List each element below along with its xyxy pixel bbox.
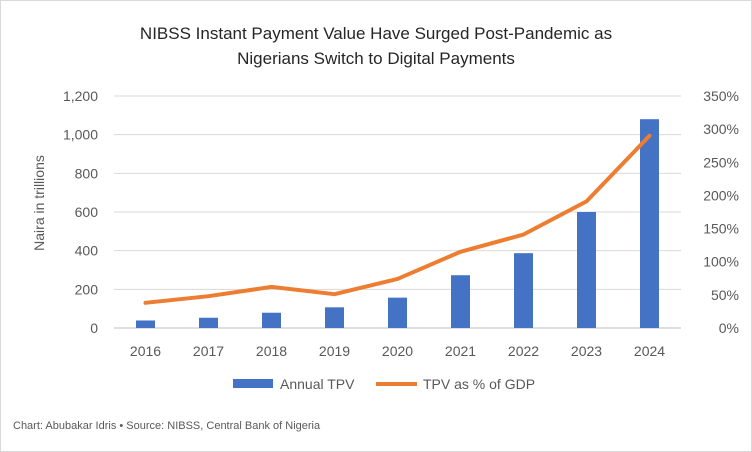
y-tick-label: 800 — [75, 165, 99, 181]
bar-annual-tpv-2016 — [136, 320, 155, 328]
y-tick-label: 600 — [75, 204, 99, 220]
legend-label-tpv-gdp: TPV as % of GDP — [423, 376, 535, 392]
x-tick-label: 2018 — [256, 343, 287, 359]
bar-annual-tpv-2018 — [262, 312, 281, 328]
chart-title-line-1: NIBSS Instant Payment Value Have Surged … — [140, 24, 612, 43]
point-tpv-gdp-2023 — [585, 199, 588, 203]
bar-series — [136, 119, 659, 328]
bar-annual-tpv-2017 — [199, 317, 218, 328]
y-tick-label: 1,200 — [63, 88, 98, 104]
y-tick-label: 1,000 — [63, 127, 98, 143]
y2-tick-label: 150% — [703, 221, 739, 237]
bar-annual-tpv-2021 — [451, 275, 470, 328]
y2-tick-label: 300% — [703, 121, 739, 137]
legend-swatch-annual-tpv — [233, 379, 273, 388]
y2-tick-label: 250% — [703, 154, 739, 170]
bar-annual-tpv-2019 — [325, 307, 344, 328]
bar-annual-tpv-2024 — [640, 119, 659, 328]
point-tpv-gdp-2017 — [207, 294, 210, 298]
y2-tick-label: 350% — [703, 88, 739, 104]
y-tick-label: 200 — [75, 281, 99, 297]
point-tpv-gdp-2024 — [648, 134, 651, 138]
legend: Annual TPV TPV as % of GDP — [233, 376, 535, 392]
bar-annual-tpv-2022 — [514, 253, 533, 328]
y2-tick-label: 200% — [703, 187, 739, 203]
point-tpv-gdp-2020 — [396, 277, 399, 281]
y-axis-label: Naira in trillions — [31, 155, 47, 251]
line-series — [143, 133, 652, 305]
x-tick-label: 2017 — [193, 343, 224, 359]
x-tick-label: 2016 — [130, 343, 161, 359]
point-tpv-gdp-2019 — [333, 292, 336, 296]
x-tick-label: 2022 — [508, 343, 539, 359]
x-tick-label: 2020 — [382, 343, 413, 359]
y2-tick-label: 100% — [703, 254, 739, 270]
chart-title-line-2: Nigerians Switch to Digital Payments — [237, 49, 515, 68]
bar-annual-tpv-2023 — [577, 212, 596, 328]
y2-tick-label: 0% — [719, 320, 739, 336]
left-axis-ticks: 0 200 400 600 800 1,000 1,200 — [63, 88, 98, 336]
x-tick-label: 2024 — [634, 343, 665, 359]
right-axis-ticks: 0% 50% 100% 150% 200% 250% 300% 350% — [703, 88, 739, 336]
bar-annual-tpv-2020 — [388, 297, 407, 328]
x-tick-label: 2023 — [571, 343, 602, 359]
x-axis-ticks: 2016 2017 2018 2019 2020 2021 2022 2023 2024 — [130, 343, 665, 359]
point-tpv-gdp-2021 — [459, 250, 462, 254]
point-tpv-gdp-2016 — [144, 301, 147, 305]
point-tpv-gdp-2022 — [522, 233, 525, 237]
chart-caption: Chart: Abubakar Idris • Source: NIBSS, C… — [13, 420, 321, 432]
point-tpv-gdp-2018 — [270, 285, 273, 289]
y-tick-label: 0 — [90, 320, 98, 336]
y2-tick-label: 50% — [711, 287, 739, 303]
legend-label-annual-tpv: Annual TPV — [280, 376, 355, 392]
x-tick-label: 2021 — [445, 343, 476, 359]
x-tick-label: 2019 — [319, 343, 350, 359]
y-tick-label: 400 — [75, 243, 99, 259]
